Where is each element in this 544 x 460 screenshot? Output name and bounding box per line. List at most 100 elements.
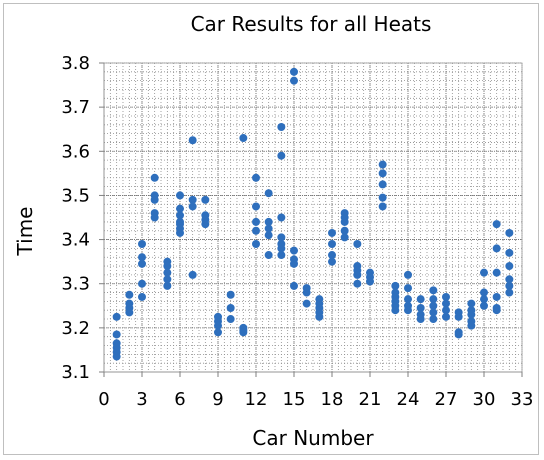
data-point — [328, 257, 336, 266]
data-point — [404, 295, 412, 304]
data-point — [112, 352, 121, 361]
data-point — [188, 202, 197, 211]
data-point — [454, 312, 463, 321]
data-point — [277, 251, 286, 260]
data-point — [353, 239, 362, 248]
y-tick-label: 3.8 — [61, 53, 90, 74]
data-point — [138, 292, 146, 301]
data-point — [163, 262, 172, 271]
data-point — [480, 295, 488, 304]
data-point — [315, 312, 324, 321]
data-point — [492, 220, 501, 229]
data-point — [429, 286, 438, 295]
data-point — [442, 292, 450, 301]
data-point — [277, 233, 286, 242]
data-point — [467, 321, 476, 330]
data-point — [442, 306, 450, 315]
data-point — [176, 211, 184, 220]
plot-area: 3.1 3.2 3.3 3.4 3.5 3.6 3.7 3.8 0 3 6 9 12 15 18 21 24 27… — [61, 53, 533, 410]
x-tick-label: 0 — [98, 389, 109, 410]
data-point — [138, 259, 146, 268]
data-point — [264, 217, 273, 226]
data-point — [328, 239, 336, 248]
data-point — [226, 290, 235, 299]
y-axis-label: Time — [13, 207, 37, 257]
data-point — [454, 330, 463, 339]
x-tick-label: 18 — [321, 389, 344, 410]
data-point — [492, 306, 501, 315]
data-point — [505, 262, 514, 271]
data-point — [416, 303, 425, 312]
data-point — [467, 310, 476, 319]
data-point — [201, 195, 210, 204]
data-point — [138, 253, 146, 262]
data-point — [378, 160, 387, 169]
data-point — [480, 268, 488, 277]
data-point — [404, 284, 412, 293]
data-point — [378, 180, 387, 189]
data-point — [112, 312, 121, 321]
x-tick-label: 24 — [397, 389, 420, 410]
data-point — [290, 259, 298, 268]
data-point — [163, 281, 172, 290]
x-tick-label: 33 — [511, 389, 534, 410]
data-point — [264, 231, 273, 240]
data-point — [340, 233, 349, 242]
data-point — [163, 275, 172, 284]
data-point — [252, 173, 260, 182]
y-tick-label: 3.3 — [61, 274, 90, 295]
data-point — [416, 295, 425, 304]
data-point — [252, 226, 260, 235]
x-tick-label: 9 — [212, 389, 223, 410]
x-axis-label: Car Number — [252, 426, 374, 450]
x-tick-label: 30 — [473, 389, 496, 410]
data-point — [226, 315, 235, 324]
data-point — [214, 321, 222, 330]
x-tick-label: 6 — [174, 389, 185, 410]
y-tick-label: 3.2 — [61, 318, 90, 339]
plot-background — [104, 63, 522, 372]
data-point — [302, 288, 311, 297]
data-point — [391, 281, 400, 290]
data-point — [404, 306, 412, 315]
data-point — [277, 244, 286, 253]
data-point — [391, 306, 400, 315]
data-point — [290, 76, 298, 85]
data-point — [366, 277, 374, 286]
plot-border — [103, 62, 523, 373]
y-tick-label: 3.6 — [61, 141, 90, 162]
data-point — [176, 204, 184, 213]
data-point — [214, 328, 222, 337]
data-point — [442, 312, 450, 321]
y-tick-label: 3.5 — [61, 185, 90, 206]
data-point — [429, 315, 438, 324]
data-point — [176, 191, 184, 200]
data-point — [378, 202, 387, 211]
data-point — [226, 303, 235, 312]
data-point — [176, 228, 184, 237]
data-point — [150, 195, 159, 204]
data-point — [442, 299, 450, 308]
data-point — [125, 290, 134, 299]
data-point — [125, 308, 134, 317]
data-point — [290, 281, 298, 290]
data-point — [492, 268, 501, 277]
data-point — [290, 67, 298, 76]
data-point — [277, 151, 286, 160]
data-point — [264, 224, 273, 233]
data-point — [188, 195, 197, 204]
data-point — [492, 292, 501, 301]
data-point — [480, 288, 488, 297]
data-point — [429, 308, 438, 317]
x-tick-label: 27 — [435, 389, 458, 410]
y-tick-label: 3.7 — [61, 97, 90, 118]
data-point — [277, 123, 286, 132]
data-point — [353, 279, 362, 288]
data-point — [328, 228, 336, 237]
data-point — [467, 299, 476, 308]
data-point — [163, 268, 172, 277]
data-point — [302, 299, 311, 308]
data-point — [277, 213, 286, 222]
data-point — [416, 315, 425, 324]
